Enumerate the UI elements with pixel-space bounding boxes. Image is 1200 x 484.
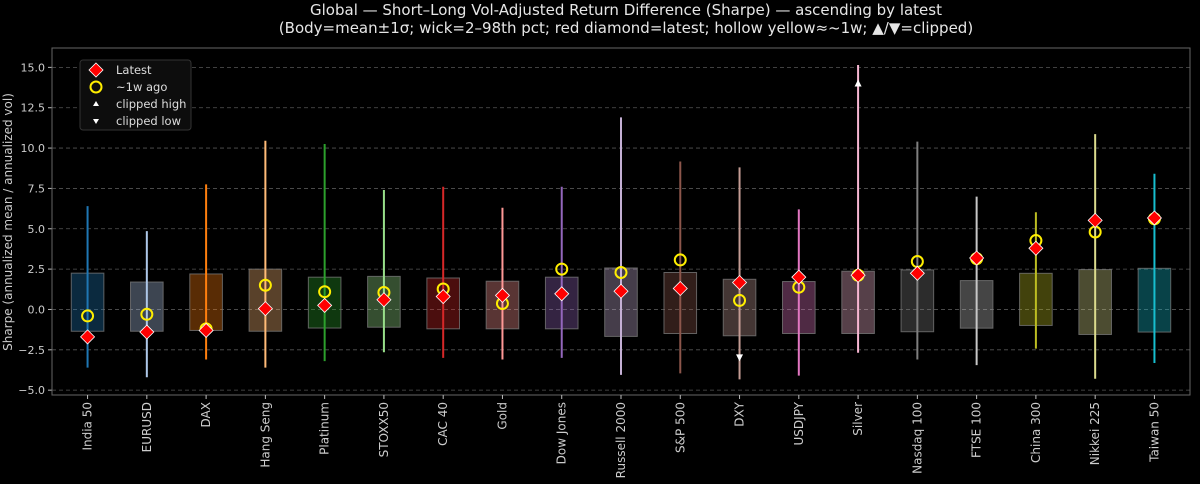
latest-marker <box>494 287 511 303</box>
y-tick-label: −5.0 <box>18 384 45 397</box>
legend-week-ago-icon <box>89 80 103 94</box>
x-tick-label: Taiwan 50 <box>1147 402 1161 463</box>
week-ago-marker <box>81 309 95 323</box>
y-tick-label: 0.0 <box>28 303 46 316</box>
latest-marker <box>613 283 629 299</box>
axes: −5.0 −2.5 0.0 2.5 5.0 7.5 10.0 12.5 15.0 India 50… <box>18 47 1191 478</box>
clipped-low-marker <box>736 354 744 362</box>
y-tick-label: −2.5 <box>18 344 45 357</box>
week-ago-marker <box>258 278 272 292</box>
latest-marker <box>850 267 866 283</box>
x-tick-label: Platinum <box>318 402 332 455</box>
legend-latest-icon <box>88 62 104 78</box>
x-tick-label: China 300 <box>1029 402 1043 463</box>
latest-marker <box>672 280 688 297</box>
x-tick-label: India 50 <box>81 402 95 451</box>
x-tick-label: DXY <box>733 401 747 426</box>
week-ago-marker <box>614 266 628 280</box>
latest-marker <box>791 269 807 285</box>
x-tick-label: STOXX50 <box>377 402 391 457</box>
latest-marker <box>731 274 748 291</box>
x-tick-label: S&P 500 <box>673 402 687 453</box>
latest-marker <box>317 297 333 313</box>
x-tick-label: Nikkei 225 <box>1088 402 1102 465</box>
latest-marker <box>257 301 273 317</box>
week-ago-marker <box>555 262 569 276</box>
legend-label: clipped high <box>116 97 186 111</box>
latest-marker <box>79 329 96 345</box>
marks <box>70 64 1172 380</box>
x-tick-label: Silver <box>851 402 865 436</box>
legend-box <box>79 59 192 131</box>
week-ago-marker <box>140 307 154 321</box>
x-tick-label: Russell 2000 <box>614 402 628 478</box>
latest-marker <box>1087 212 1103 228</box>
week-ago-marker <box>673 253 687 267</box>
latest-marker <box>969 250 985 266</box>
clipped-high-marker <box>854 79 862 87</box>
y-tick-label: 2.5 <box>28 263 46 276</box>
latest-marker <box>139 324 155 340</box>
latest-marker <box>435 288 451 305</box>
y-tick-label: 10.0 <box>21 142 46 155</box>
chart-subtitle: (Body=mean±1σ; wick=2–98th pct; red diam… <box>279 19 973 37</box>
y-tick-label: 5.0 <box>28 223 46 236</box>
x-tick-label: CAC 40 <box>436 402 450 446</box>
legend: Latest ~1w ago clipped high clipped low <box>79 59 192 131</box>
week-ago-marker <box>318 285 332 299</box>
x-tick-label: EURUSD <box>140 402 154 452</box>
latest-marker <box>909 265 925 281</box>
x-tick-label: FTSE 100 <box>970 402 984 458</box>
y-tick-label: 7.5 <box>28 182 46 195</box>
latest-marker <box>1028 240 1044 256</box>
week-ago-marker <box>733 293 747 307</box>
latest-marker <box>554 286 570 302</box>
legend-clipped-high-icon <box>93 101 99 106</box>
y-tick-label: 12.5 <box>21 102 46 115</box>
x-tick-label: USDJPY <box>792 401 806 445</box>
legend-label: clipped low <box>116 114 181 128</box>
legend-clipped-low-icon <box>93 119 99 124</box>
y-axis-label: Sharpe (annualized mean / annualized vol… <box>1 93 15 351</box>
x-tick-label: Dow Jones <box>555 402 569 464</box>
legend-label: ~1w ago <box>116 80 167 94</box>
latest-marker <box>198 322 214 339</box>
y-tick-label: 15.0 <box>21 61 46 74</box>
latest-marker <box>1146 210 1163 226</box>
x-tick-label: Hang Seng <box>258 402 272 468</box>
latest-marker <box>376 292 392 308</box>
x-tick-label: DAX <box>199 402 213 427</box>
chart-title: Global — Short–Long Vol-Adjusted Return … <box>310 1 942 19</box>
legend-label: Latest <box>116 63 152 77</box>
x-tick-label: Nasdaq 100 <box>910 402 924 474</box>
x-tick-label: Gold <box>495 402 509 430</box>
